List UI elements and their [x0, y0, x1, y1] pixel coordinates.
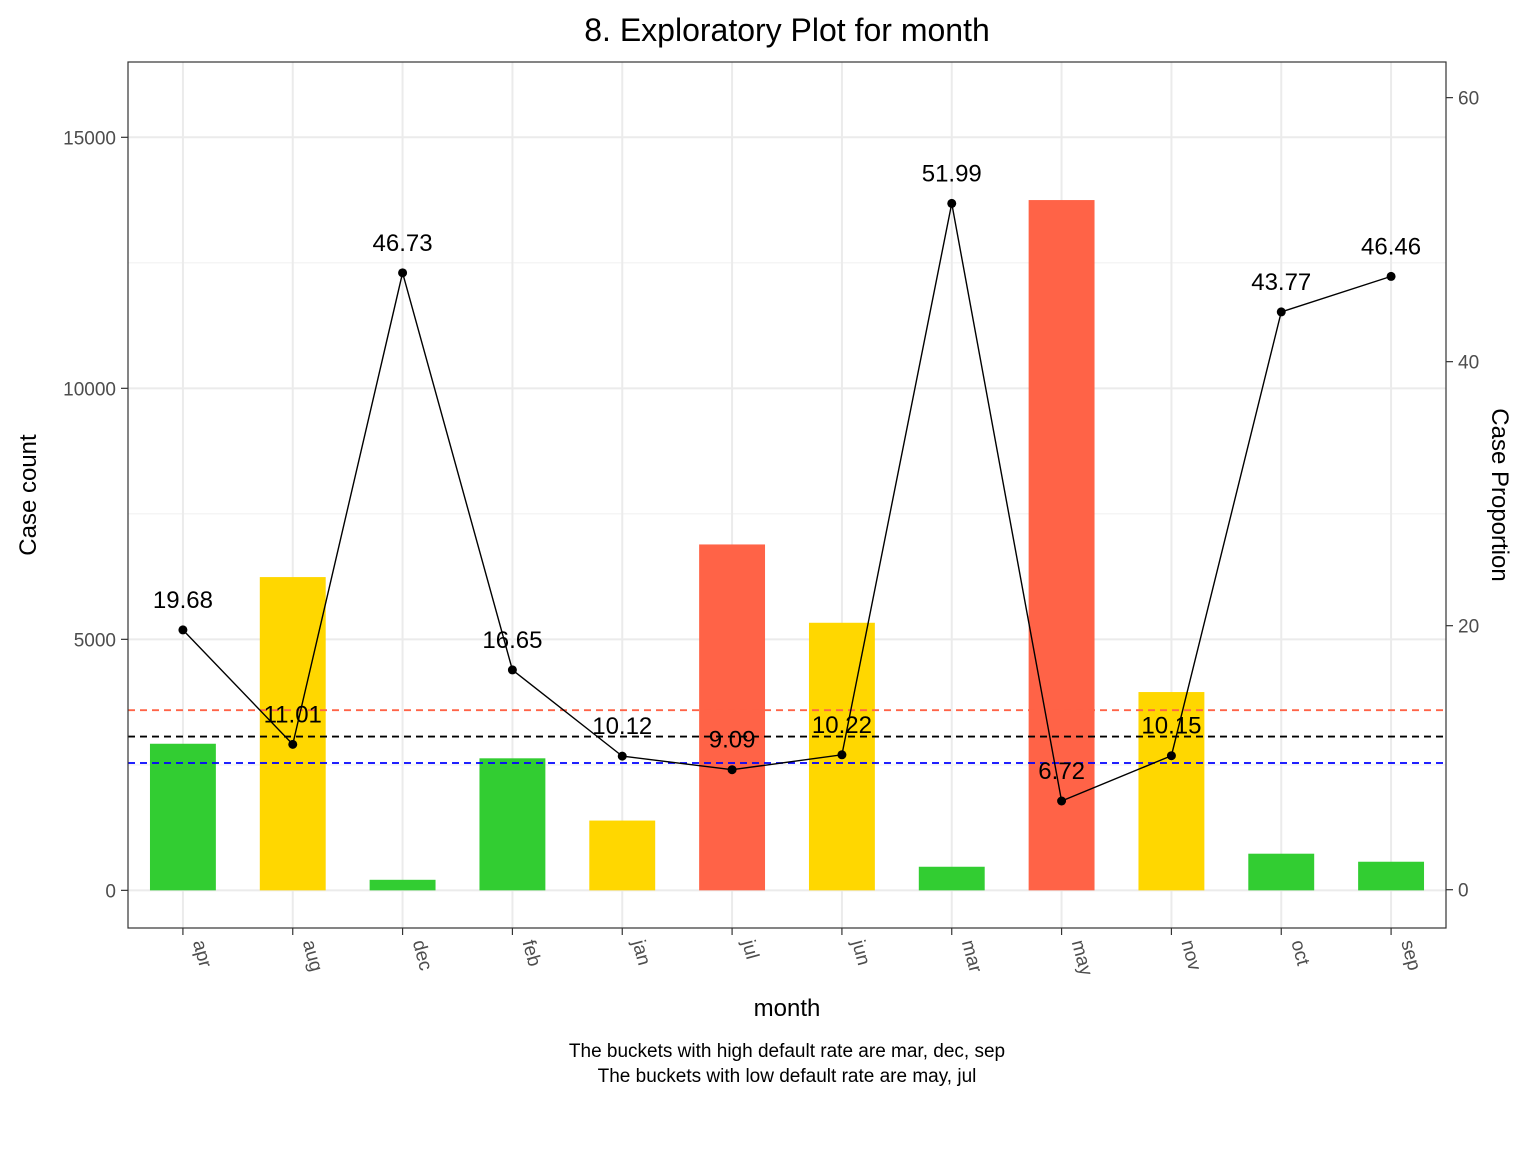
data-label-dec: 46.73: [373, 230, 433, 257]
data-label-apr: 19.68: [153, 587, 213, 614]
point-sep: [1386, 271, 1396, 281]
bar-jul: [699, 544, 766, 891]
y2-tick-label: 60: [1458, 89, 1479, 110]
point-may: [1057, 796, 1067, 806]
panel-border: [127, 61, 1447, 929]
bar-jan: [589, 820, 656, 891]
data-label-jan: 10.12: [592, 713, 652, 740]
y-tick-label: 0: [105, 881, 116, 902]
proportion-line: [182, 203, 1392, 802]
y-tick-label: 5000: [74, 630, 116, 651]
reference-lines: [128, 709, 1446, 764]
chart-title: 8. Exploratory Plot for month: [584, 12, 990, 48]
x-tick-label-aug: aug: [298, 938, 326, 974]
caption-line-2: The buckets with low default rate are ma…: [598, 1066, 977, 1087]
point-dec: [398, 268, 408, 278]
y-tick-label: 10000: [63, 379, 116, 400]
grid: [128, 62, 1446, 928]
point-jan: [617, 751, 627, 761]
caption-line-1: The buckets with high default rate are m…: [569, 1041, 1005, 1062]
x-tick-label-mar: mar: [957, 938, 986, 976]
x-tick-label-dec: dec: [408, 938, 436, 973]
data-label-aug: 11.01: [264, 701, 322, 728]
data-label-jul: 9.09: [709, 727, 756, 754]
point-feb: [507, 665, 517, 675]
y-axis-title: Case count: [15, 434, 42, 556]
data-label-nov: 10.15: [1141, 713, 1201, 740]
x-tick-label-nov: nov: [1177, 938, 1205, 974]
point-apr: [178, 625, 188, 635]
bar-aug: [259, 577, 326, 891]
bar-oct: [1248, 853, 1315, 891]
y2-axis-title: Case Proportion: [1486, 408, 1513, 581]
point-jul: [727, 765, 737, 775]
bar-feb: [479, 758, 546, 891]
y2-tick-label: 0: [1458, 881, 1469, 902]
bar-sep: [1358, 861, 1425, 891]
data-label-feb: 16.65: [482, 627, 542, 654]
data-label-oct: 43.77: [1251, 269, 1311, 296]
y-tick-label: 15000: [63, 128, 116, 149]
x-tick-label-apr: apr: [188, 938, 216, 971]
x-axis-title: month: [754, 995, 821, 1022]
point-mar: [947, 198, 957, 208]
x-tick-label-jan: jan: [627, 937, 654, 968]
point-nov: [1166, 751, 1176, 761]
x-tick-label-jun: jun: [847, 937, 874, 968]
point-aug: [288, 739, 298, 749]
bar-may: [1028, 200, 1095, 891]
proportion-polyline: [182, 203, 1392, 802]
bars: [149, 200, 1425, 891]
x-tick-label-oct: oct: [1286, 938, 1313, 969]
x-tick-label-feb: feb: [518, 938, 545, 969]
bar-apr: [149, 743, 216, 891]
data-labels: 19.68 11.01 46.73 16.65 10.12 9.09 10.22 51.99 6…: [153, 160, 1421, 785]
bar-dec: [369, 879, 436, 891]
bar-mar: [918, 866, 985, 891]
data-label-mar: 51.99: [922, 160, 982, 187]
point-oct: [1276, 307, 1286, 317]
data-label-sep: 46.46: [1361, 233, 1421, 260]
x-tick-label-may: may: [1067, 938, 1097, 979]
proportion-points: [178, 198, 1396, 806]
x-tick-label-sep: sep: [1396, 938, 1424, 973]
y2-tick-label: 20: [1458, 617, 1479, 638]
x-tick-label-jul: jul: [737, 937, 762, 962]
y2-tick-label: 40: [1458, 353, 1479, 374]
data-label-may: 6.72: [1038, 758, 1085, 785]
bar-nov: [1138, 692, 1205, 891]
point-jun: [837, 750, 847, 760]
data-label-jun: 10.22: [812, 712, 872, 739]
